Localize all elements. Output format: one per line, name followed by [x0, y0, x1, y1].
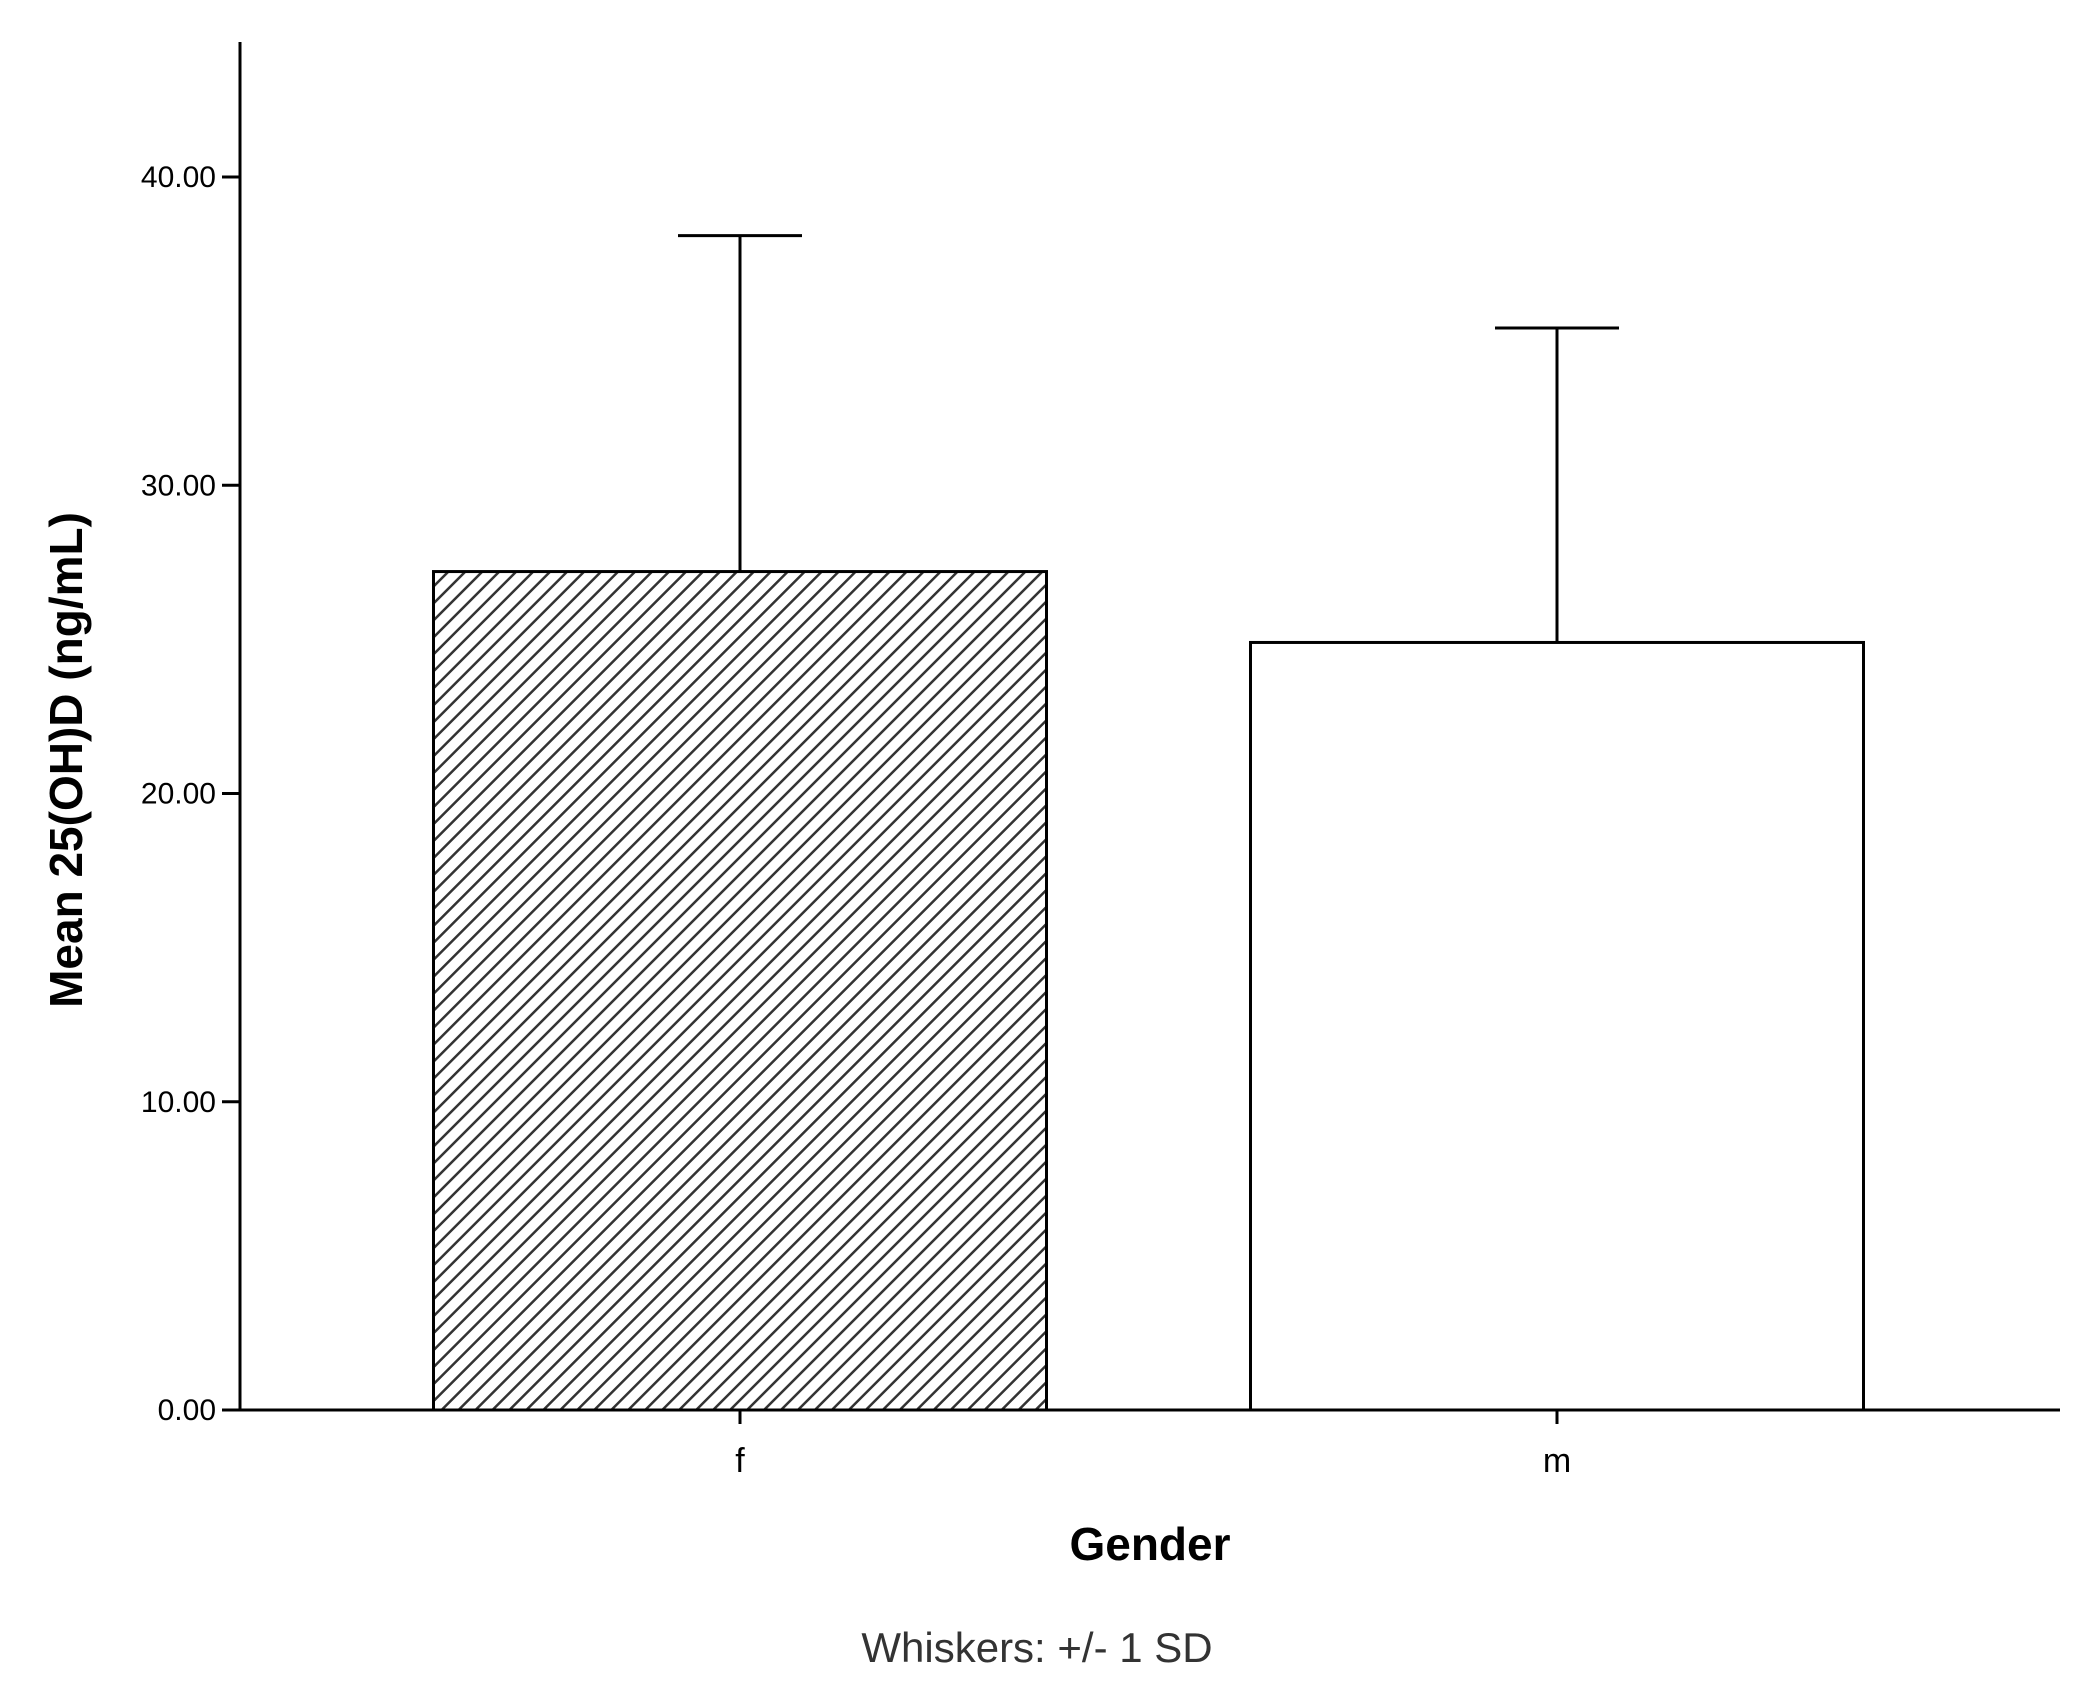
- y-tick-label: 10.00: [141, 1086, 216, 1119]
- y-tick-label: 0.00: [158, 1394, 216, 1427]
- y-tick-label: 20.00: [141, 778, 216, 811]
- y-axis-title: Mean 25(OH)D (ng/mL): [40, 512, 92, 1008]
- x-axis-title: Gender: [1069, 1518, 1230, 1570]
- y-tick-label: 40.00: [141, 161, 216, 194]
- whiskers-footnote: Whiskers: +/- 1 SD: [861, 1624, 1212, 1671]
- x-tick-label-m: m: [1543, 1442, 1571, 1480]
- x-tick-label-f: f: [735, 1442, 745, 1480]
- y-tick-label: 30.00: [141, 469, 216, 502]
- bar-f: [432, 570, 1048, 1412]
- bar-m: [1249, 640, 1865, 1412]
